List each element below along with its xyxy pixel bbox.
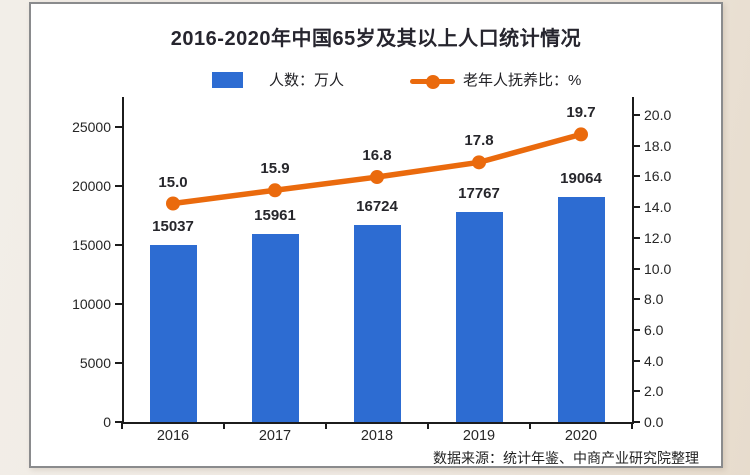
bar	[353, 224, 401, 422]
y-axis-right-tick-label: 6.0	[644, 321, 664, 338]
y-axis-right-tick	[634, 206, 640, 209]
bar	[251, 233, 299, 422]
y-axis-right-tick-label: 4.0	[644, 352, 664, 369]
bar	[149, 244, 197, 422]
y-axis-left-tick	[115, 126, 122, 128]
x-axis-tick	[223, 422, 225, 429]
bar	[455, 212, 503, 422]
y-axis-right-tick	[634, 175, 640, 178]
x-axis-category-label: 2016	[156, 428, 190, 444]
chart-card: 2016-2020年中国65岁及其以上人口统计情况 人数：万人 老年人抚养比：%…	[29, 2, 723, 468]
x-axis-category-label: 2020	[564, 428, 598, 444]
bar-legend-label: 人数：万人	[269, 72, 345, 89]
x-axis-category-label: 2019	[462, 428, 496, 444]
y-axis-left-tick	[115, 421, 122, 423]
line-value-label: 19.7	[566, 104, 596, 122]
y-axis-left-tick-label: 15000	[72, 237, 111, 253]
y-axis-left-tick	[115, 362, 122, 364]
y-axis-left-tick-label: 10000	[72, 296, 111, 312]
x-axis-category-label: 2017	[258, 428, 292, 444]
y-axis-left-tick-label: 20000	[72, 178, 111, 194]
y-axis-right-tick-label: 14.0	[644, 199, 672, 216]
y-axis-left-tick	[115, 244, 122, 246]
bar-value-label: 17767	[458, 185, 500, 203]
y-axis-right-tick	[634, 267, 640, 270]
bar-legend-swatch-icon	[212, 72, 243, 88]
line-point-marker	[370, 170, 384, 185]
y-axis-right	[632, 97, 634, 424]
x-axis-tick	[529, 422, 531, 429]
x-axis-tick	[121, 422, 123, 429]
line-value-label: 16.8	[362, 147, 392, 165]
y-axis-right-tick	[634, 298, 640, 301]
y-axis-right-tick-label: 10.0	[644, 260, 672, 277]
y-axis-right-tick	[634, 236, 640, 239]
x-axis-category-label: 2018	[360, 428, 394, 444]
x-axis	[122, 422, 634, 424]
line-value-label: 17.8	[464, 132, 494, 150]
y-axis-right-tick	[634, 114, 640, 116]
line-value-label: 15.9	[260, 160, 290, 178]
bar-value-label: 16724	[356, 197, 398, 215]
x-axis-tick	[631, 422, 633, 429]
y-axis-right-tick-label: 20.0	[644, 107, 672, 123]
y-axis-right-tick-label: 8.0	[644, 291, 664, 308]
line-legend-dot-icon	[426, 74, 440, 89]
line-legend-label: 老年人抚养比：%	[463, 72, 582, 89]
y-axis-left-tick	[115, 303, 122, 305]
y-axis-left-tick-label: 0	[103, 414, 111, 430]
line-point-marker	[472, 155, 486, 170]
y-axis-left	[122, 97, 124, 424]
line-point-marker	[574, 127, 588, 142]
y-axis-right-tick	[634, 144, 640, 147]
y-axis-right-tick-label: 18.0	[644, 137, 672, 154]
bar-value-label: 15037	[152, 217, 194, 235]
data-source-caption: 数据来源：统计年鉴、中商产业研究院整理	[433, 450, 699, 466]
y-axis-left-tick-label: 5000	[79, 355, 111, 371]
bar-value-label: 19064	[560, 170, 602, 188]
line-point-marker	[166, 196, 180, 211]
x-axis-tick	[427, 422, 429, 429]
y-axis-left-tick	[115, 185, 122, 187]
y-axis-right-tick	[634, 421, 640, 423]
y-axis-right-tick	[634, 328, 640, 331]
line-point-marker	[268, 183, 282, 198]
y-axis-right-tick	[634, 359, 640, 362]
y-axis-right-tick-label: 2.0	[644, 383, 664, 400]
bar-value-label: 15961	[254, 206, 296, 224]
y-axis-right-tick-label: 16.0	[644, 168, 672, 185]
chart-title: 2016-2020年中国65岁及其以上人口统计情况	[170, 28, 582, 50]
line-value-label: 15.0	[158, 173, 188, 191]
x-axis-tick	[325, 422, 327, 429]
bar	[557, 197, 605, 422]
y-axis-left-tick-label: 25000	[72, 119, 111, 135]
y-axis-right-tick-label: 12.0	[644, 229, 672, 246]
y-axis-right-tick	[634, 390, 640, 393]
y-axis-right-tick-label: 0.0	[644, 414, 664, 430]
